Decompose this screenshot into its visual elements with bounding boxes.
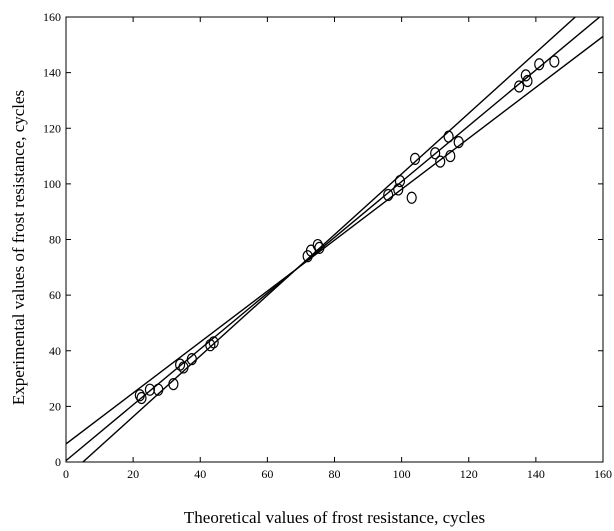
- data-point: [520, 69, 531, 82]
- x-tick-label: 140: [527, 467, 545, 481]
- data-point: [186, 352, 197, 366]
- data-point: [522, 74, 533, 88]
- data-point: [443, 130, 454, 143]
- x-tick-label: 0: [63, 467, 69, 481]
- data-point: [178, 361, 189, 374]
- regression-line-3: [81, 17, 577, 462]
- data-point: [453, 136, 464, 149]
- y-axis-label: Experimental values of frost resistance,…: [9, 90, 28, 405]
- data-point: [394, 174, 406, 188]
- y-tick-label: 140: [43, 66, 61, 80]
- y-tick-label: 20: [49, 399, 61, 413]
- x-tick-label: 160: [594, 467, 612, 481]
- data-point: [312, 238, 323, 252]
- y-tick-label: 40: [49, 344, 61, 358]
- y-axis: 0 20 40 60 80 100 120 140 160: [43, 10, 603, 469]
- data-point: [208, 336, 219, 349]
- x-tick-label: 60: [261, 467, 273, 481]
- y-tick-label: 160: [43, 10, 61, 24]
- data-point: [445, 149, 456, 163]
- data-point: [383, 188, 394, 202]
- data-point: [409, 152, 421, 165]
- x-tick-label: 100: [393, 467, 411, 481]
- x-tick-label: 40: [194, 467, 206, 481]
- data-point: [144, 383, 156, 396]
- x-tick-label: 20: [127, 467, 139, 481]
- data-point: [393, 183, 404, 196]
- x-tick-label: 120: [460, 467, 478, 481]
- data-point: [430, 147, 441, 160]
- y-tick-label: 0: [55, 455, 61, 469]
- data-point: [549, 55, 560, 68]
- y-tick-label: 80: [49, 233, 61, 247]
- data-point: [534, 58, 545, 71]
- data-point: [435, 155, 446, 168]
- data-point: [513, 80, 525, 93]
- x-axis: 0 20 40 60 80 100 120 140 160: [63, 17, 612, 481]
- data-point: [406, 191, 417, 204]
- data-point: [134, 389, 145, 402]
- data-points: [134, 55, 560, 405]
- data-point: [136, 391, 147, 405]
- y-tick-label: 120: [43, 121, 61, 135]
- regression-line-2: [66, 35, 603, 445]
- y-tick-label: 100: [43, 177, 61, 191]
- y-tick-label: 60: [49, 288, 61, 302]
- data-point: [314, 241, 325, 254]
- data-point: [153, 383, 164, 396]
- x-axis-label: Theoretical values of frost resistance, …: [184, 508, 485, 527]
- x-tick-label: 80: [329, 467, 341, 481]
- data-point: [168, 378, 179, 391]
